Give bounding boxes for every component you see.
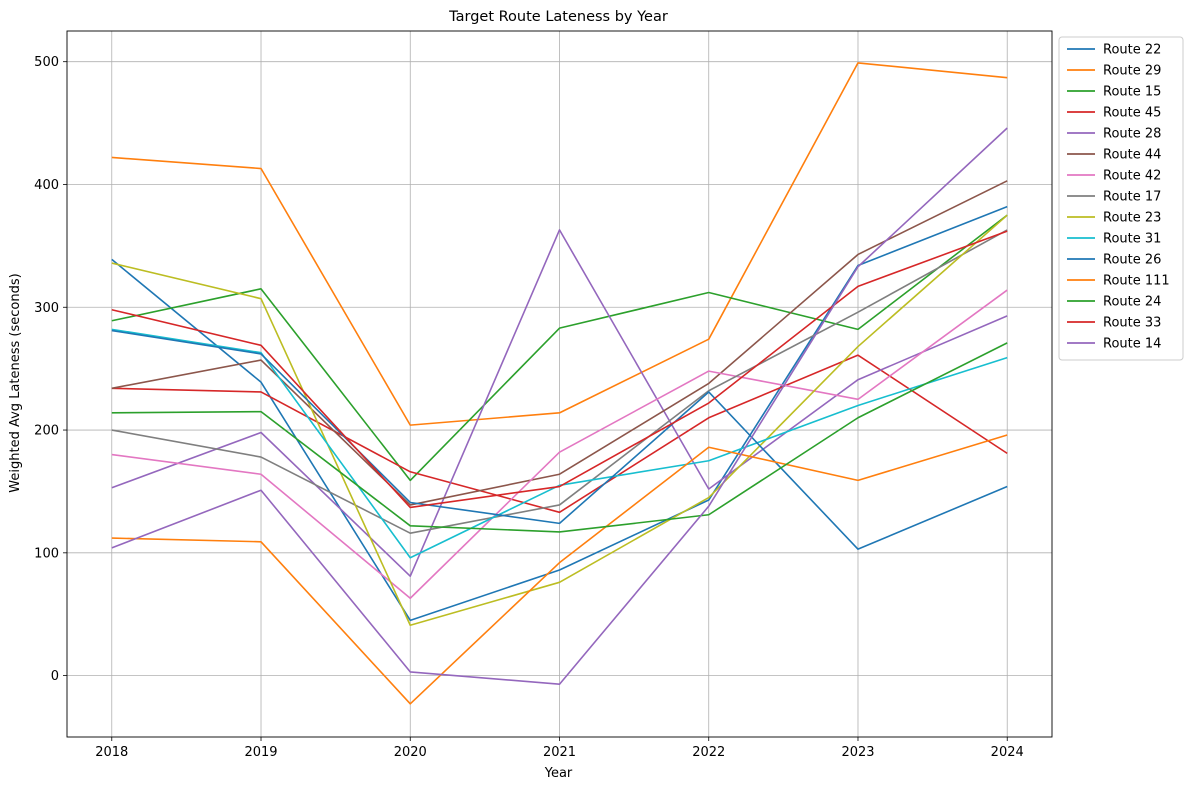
x-tick-label: 2023 <box>841 745 874 760</box>
series-line-route-14 <box>111 127 1008 686</box>
series-line-route-17 <box>111 229 1008 534</box>
y-tick-label: 500 <box>34 55 59 70</box>
x-tick-label: 2020 <box>394 745 427 760</box>
y-tick-label: 100 <box>34 546 59 561</box>
grid-lines <box>67 31 1052 737</box>
legend-label: Route 26 <box>1103 253 1161 268</box>
x-tick-label: 2019 <box>244 745 277 760</box>
series-lines <box>111 62 1008 705</box>
legend-label: Route 23 <box>1103 211 1161 226</box>
x-axis-label: Year <box>544 766 573 781</box>
legend-label: Route 22 <box>1103 43 1161 58</box>
series-line-route-111 <box>111 434 1008 705</box>
series-line-route-15 <box>111 214 1008 482</box>
legend-label: Route 15 <box>1103 85 1161 100</box>
legend-label: Route 17 <box>1103 190 1161 205</box>
legend-label: Route 31 <box>1103 232 1161 247</box>
series-line-route-22 <box>111 205 1008 622</box>
x-tick-label: 2022 <box>692 745 725 760</box>
legend-label: Route 33 <box>1103 316 1161 331</box>
x-tick-label: 2021 <box>543 745 576 760</box>
legend: Route 22 Route 29 Route 15 Route 45 Route 28… <box>1058 36 1184 361</box>
x-tick-label: 2024 <box>991 745 1024 760</box>
series-line-route-45 <box>111 354 1008 514</box>
series-line-route-23 <box>111 214 1008 627</box>
y-tick-label: 0 <box>51 669 59 684</box>
series-line-route-29 <box>111 62 1008 426</box>
series-line-route-26 <box>111 329 1008 550</box>
series-line-route-42 <box>111 289 1008 600</box>
series-line-route-33 <box>111 230 1008 509</box>
y-tick-label: 300 <box>34 301 59 316</box>
legend-label: Route 28 <box>1103 127 1161 142</box>
legend-label: Route 42 <box>1103 169 1161 184</box>
legend-label: Route 14 <box>1103 337 1161 352</box>
chart-title: Target Route Lateness by Year <box>448 9 668 25</box>
legend-label: Route 24 <box>1103 295 1161 310</box>
series-line-route-31 <box>111 328 1008 559</box>
legend-label: Route 44 <box>1103 148 1161 163</box>
legend-label: Route 29 <box>1103 64 1161 79</box>
legend-label: Route 45 <box>1103 106 1161 121</box>
legend-label: Route 111 <box>1103 274 1170 289</box>
series-line-route-24 <box>111 342 1008 533</box>
x-tick-label: 2018 <box>95 745 128 760</box>
series-line-route-44 <box>111 180 1008 506</box>
y-tick-label: 400 <box>34 178 59 193</box>
y-tick-label: 200 <box>34 424 59 439</box>
y-axis-label: Weighted Avg Lateness (seconds) <box>8 273 23 492</box>
axis-ticks: 2018 2019 2020 2021 2022 2023 2024 0 100 200 300 40… <box>34 55 1024 760</box>
series-line-route-28 <box>111 229 1008 577</box>
